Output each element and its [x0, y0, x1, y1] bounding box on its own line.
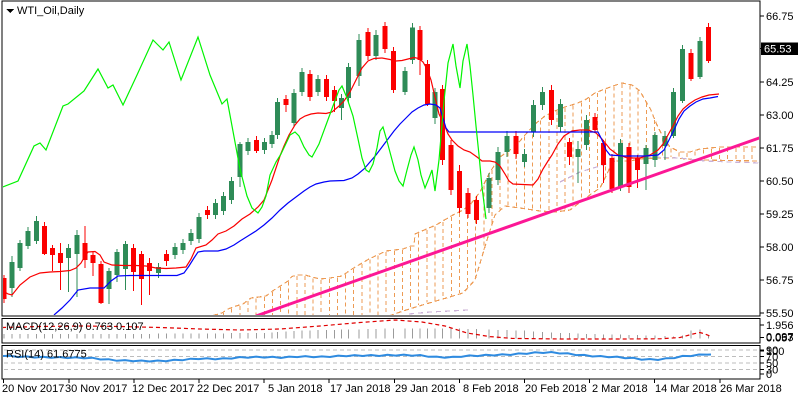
svg-text:MACD(12,26,9) 0.763 0.107: MACD(12,26,9) 0.763 0.107 — [6, 321, 144, 333]
svg-text:56.75: 56.75 — [766, 275, 794, 287]
svg-text:0.097: 0.097 — [766, 332, 794, 344]
svg-text:0: 0 — [766, 369, 772, 381]
svg-text:63.00: 63.00 — [766, 110, 794, 122]
svg-text:RSI(14) 61.6775: RSI(14) 61.6775 — [6, 349, 87, 361]
svg-text:14 Mar 2018: 14 Mar 2018 — [655, 383, 717, 395]
svg-text:64.25: 64.25 — [766, 77, 794, 89]
svg-text:70: 70 — [766, 352, 778, 364]
svg-text:22 Dec 2017: 22 Dec 2017 — [197, 383, 259, 395]
svg-text:2 Mar 2018: 2 Mar 2018 — [592, 383, 648, 395]
svg-text:0.063: 0.063 — [766, 332, 794, 344]
svg-text:65.53: 65.53 — [764, 44, 792, 56]
svg-text:5 Jan 2018: 5 Jan 2018 — [268, 383, 322, 395]
svg-text:8 Feb 2018: 8 Feb 2018 — [463, 383, 519, 395]
svg-text:17 Jan 2018: 17 Jan 2018 — [330, 383, 391, 395]
svg-text:30: 30 — [766, 364, 778, 376]
svg-text:20 Nov 2017: 20 Nov 2017 — [2, 383, 64, 395]
svg-text:0.057: 0.057 — [766, 333, 794, 345]
svg-text:50: 50 — [766, 358, 778, 370]
svg-text:20 Feb 2018: 20 Feb 2018 — [525, 383, 587, 395]
svg-text:55.50: 55.50 — [766, 308, 794, 320]
svg-text:30 Nov 2017: 30 Nov 2017 — [65, 383, 127, 395]
svg-text:66.75: 66.75 — [766, 11, 794, 23]
svg-text:26 Mar 2018: 26 Mar 2018 — [720, 383, 782, 395]
svg-text:90: 90 — [766, 345, 778, 357]
svg-text:61.75: 61.75 — [766, 143, 794, 155]
svg-text:58.00: 58.00 — [766, 242, 794, 254]
svg-text:100: 100 — [766, 346, 784, 358]
svg-text:60.50: 60.50 — [766, 176, 794, 188]
svg-text:12 Dec 2017: 12 Dec 2017 — [132, 383, 194, 395]
svg-text:WTI_Oil,Daily: WTI_Oil,Daily — [17, 5, 85, 17]
svg-text:29 Jan 2018: 29 Jan 2018 — [395, 383, 456, 395]
svg-text:1.956: 1.956 — [766, 320, 794, 332]
svg-text:59.25: 59.25 — [766, 209, 794, 221]
